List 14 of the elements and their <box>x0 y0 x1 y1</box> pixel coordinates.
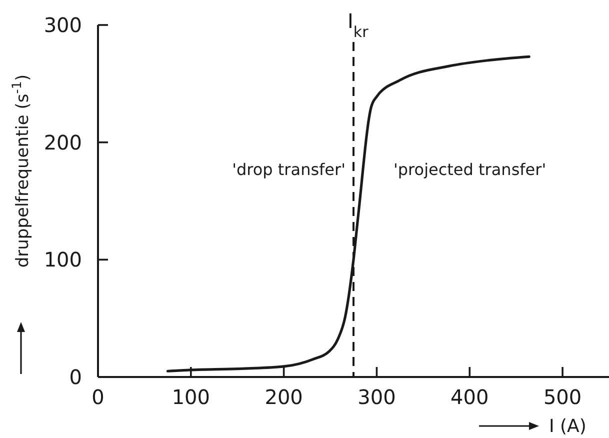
y-tick-label: 200 <box>44 130 82 154</box>
annotation: 'projected transfer' <box>394 160 546 180</box>
x-tick-label: 0 <box>92 385 104 409</box>
x-tick-label: 300 <box>358 385 396 409</box>
x-tick-label: 400 <box>450 385 489 409</box>
y-tick-label: 0 <box>69 365 82 389</box>
y-tick-label: 100 <box>44 248 82 272</box>
y-tick-label: 300 <box>44 13 82 37</box>
x-tick-label: 500 <box>543 385 582 409</box>
x-axis-title: I (A) <box>549 416 586 437</box>
x-tick-label: 200 <box>264 385 303 409</box>
x-tick-label: 100 <box>172 385 210 409</box>
ref-line-label: I$_{kr}$ <box>348 9 370 41</box>
annotation: 'drop transfer' <box>232 160 346 180</box>
